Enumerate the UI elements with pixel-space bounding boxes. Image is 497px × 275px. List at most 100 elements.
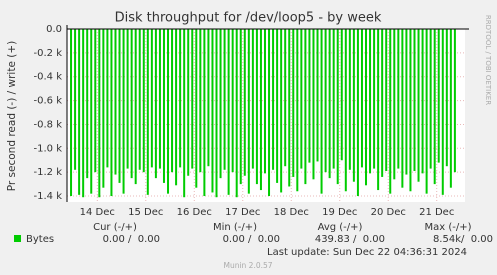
bar [445,29,448,167]
y-axis-label: Pr second read (-) / write (+) [6,41,18,192]
bar [175,29,178,186]
bar [373,29,376,169]
x-tick-label: 19 Dec [322,207,357,218]
bar [207,29,210,167]
legend-header: Max (-/+) [424,222,471,233]
x-tick-label: 20 Dec [371,207,406,218]
legend-swatch [14,235,21,242]
bar [381,29,384,177]
bar [191,29,194,169]
bar [130,29,133,179]
chart-title: Disk throughput for /dev/loop5 - by week [115,11,382,26]
bar [413,29,416,171]
bar [171,29,174,173]
bar [332,29,335,169]
bar [433,29,436,185]
bar [126,29,129,169]
bar [409,29,412,192]
bar [183,29,186,198]
bar [377,29,380,191]
y-tick-label: -0.4 k [34,72,63,83]
footer: Munin 2.0.57 [223,261,272,270]
bar [219,29,222,179]
bar [98,29,101,198]
y-tick-label: -1.0 k [34,143,63,154]
bar [348,29,351,170]
bar [251,29,254,169]
bar [385,29,388,171]
bar [304,29,307,185]
bar [223,29,226,170]
bar [369,29,372,174]
bar [146,29,149,195]
bar [360,29,363,168]
bar [86,29,89,179]
bar [195,29,198,188]
bar [296,29,299,192]
bar [268,29,271,197]
y-tick-label: -1.2 k [34,167,63,178]
bar [389,29,392,194]
legend-value: 8.54k/ 0.00 [433,234,493,245]
bar [138,29,141,170]
bar [114,29,117,175]
legend-header: Avg (-/+) [318,222,363,233]
bar [215,29,218,198]
bar [312,29,315,180]
bar [118,29,121,183]
legend-value: 439.83 / 0.00 [315,234,385,245]
bar [255,29,258,185]
bar [397,29,400,169]
bar [405,29,408,175]
x-tick-label: 18 Dec [274,207,309,218]
bar [453,29,456,173]
bar [199,29,202,173]
bar [70,29,73,197]
bar [162,29,165,183]
x-tick-label: 17 Dec [225,207,260,218]
legend-header: Cur (-/+) [93,222,137,233]
bar [150,29,153,168]
bar [393,29,396,180]
bar [187,29,190,176]
bar [134,29,137,185]
bar [340,29,343,161]
bar [288,29,291,187]
bar [122,29,125,194]
bar [429,29,432,169]
bar [231,29,234,173]
bar [167,29,170,194]
bar [437,29,440,163]
y-tick-label: -0.6 k [34,96,63,107]
bar [259,29,262,191]
bar [417,29,420,182]
bar [320,29,323,194]
bar [154,29,157,179]
bar [243,29,246,176]
legend-value: 0.00 / 0.00 [103,234,160,245]
legend-value: 0.00 / 0.00 [223,234,280,245]
bar [284,29,287,167]
bar [203,29,206,197]
bar [94,29,97,173]
bar [308,29,311,163]
bar [272,29,275,170]
bar [102,29,105,188]
bar [276,29,279,183]
bar [227,29,230,195]
legend-header: Min (-/+) [213,222,257,233]
side-text: RRDTOOL / TOBI OETIKER [484,15,492,105]
x-tick-label: 15 Dec [128,207,163,218]
bar [292,29,295,177]
bar [239,29,242,185]
bar [316,29,319,162]
bar [78,29,81,195]
bar [441,29,444,195]
bar [365,29,368,186]
y-tick-label: -1.4 k [34,191,63,202]
bar [328,29,331,179]
y-tick-label: -0.8 k [34,119,63,130]
bar [344,29,347,192]
